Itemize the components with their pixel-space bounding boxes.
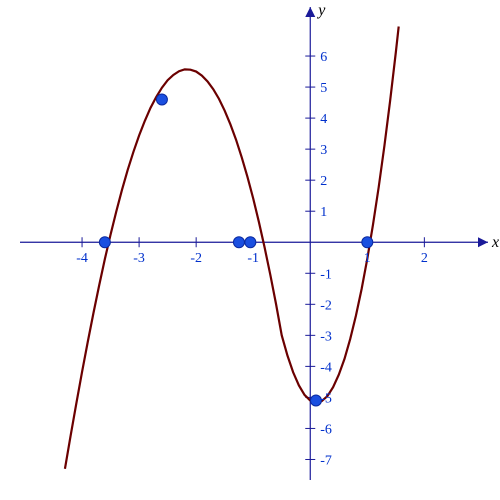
marker-root-mid-a	[233, 237, 244, 248]
y-tick-label: -6	[320, 422, 332, 437]
cubic-chart: -4 -3 -2 -1 1 2 6 5 4 3 2 1 -1 -2 -3 -4 -5 -6 -7 x y	[0, 0, 500, 500]
y-tick-label: 5	[320, 81, 327, 96]
x-tick-label: -1	[247, 251, 259, 266]
y-tick-label: 3	[320, 143, 327, 158]
y-tick-label: 6	[320, 50, 327, 65]
x-tick-label: 1	[364, 251, 371, 266]
y-tick-label: -5	[320, 391, 332, 406]
marker-local-max	[156, 94, 167, 105]
marker-root-mid-b	[245, 237, 256, 248]
y-tick-label: -3	[320, 329, 332, 344]
y-tick-label: -1	[320, 267, 332, 282]
y-tick-label: -2	[320, 298, 332, 313]
x-axis-label: x	[491, 234, 499, 251]
y-tick-label: 2	[320, 174, 327, 189]
y-tick-label: -4	[320, 360, 332, 375]
x-tick-label: -3	[133, 251, 145, 266]
y-axis-label: y	[316, 2, 326, 19]
y-tick-label: -7	[320, 453, 332, 468]
marker-root-right	[362, 237, 373, 248]
x-tick-label: -2	[190, 251, 202, 266]
x-tick-label: 2	[421, 251, 428, 266]
marker-root-left	[99, 237, 110, 248]
y-tick-label: 1	[320, 205, 327, 220]
axes	[0, 0, 500, 500]
y-tick-label: 4	[320, 112, 327, 127]
x-tick-label: -4	[76, 251, 88, 266]
